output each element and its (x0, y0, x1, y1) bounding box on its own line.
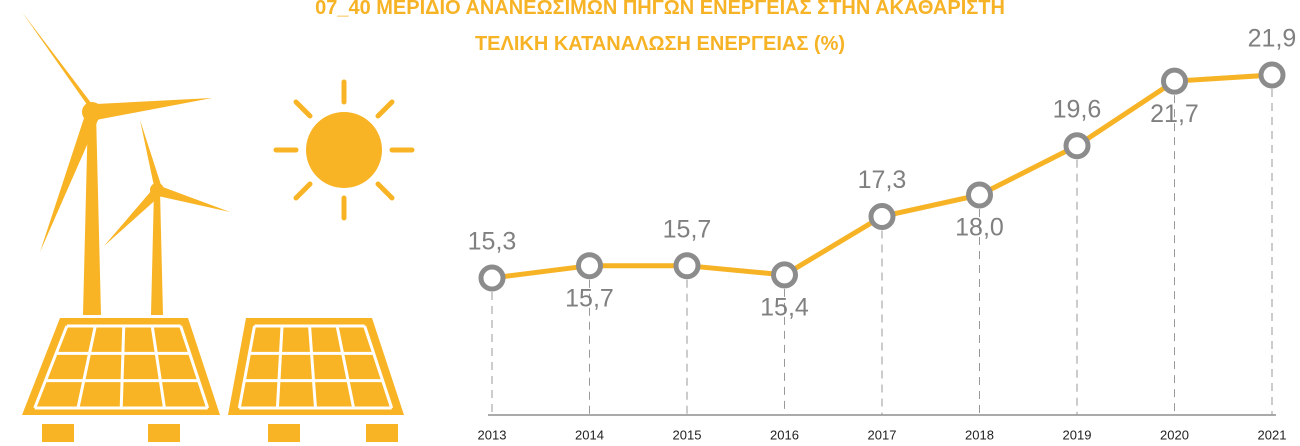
value-label: 21,7 (1150, 100, 1199, 128)
marker (868, 202, 896, 230)
grid-line (179, 325, 210, 409)
x-tick-label: 2013 (478, 427, 507, 442)
value-label: 19,6 (1053, 95, 1102, 123)
blade (158, 186, 230, 212)
x-tick-label: 2014 (575, 427, 604, 442)
panel-leg (366, 424, 398, 442)
wind-tower (151, 190, 163, 315)
panel-leg (148, 424, 180, 442)
marker (1258, 61, 1286, 89)
illustration (22, 12, 415, 442)
value-label: 15,3 (468, 228, 517, 256)
marker (771, 261, 798, 289)
grid-line (237, 325, 256, 409)
value-label: 18,0 (955, 214, 1004, 242)
grid-line (119, 325, 126, 409)
solar-panel (228, 318, 404, 415)
hub (150, 183, 164, 197)
x-tick-label: 2018 (965, 427, 994, 442)
chart-title: 07_40 ΜΕΡΙΔΙΟ ΑΝΑΝΕΩΣΙΜΩΝ ΠΗΓΩΝ ΕΝΕΡΓΕΙΑ… (315, 0, 1005, 19)
value-label: 15,7 (565, 284, 614, 312)
blade (96, 98, 212, 120)
grid-line (308, 325, 317, 409)
marker (966, 181, 993, 209)
marker (1063, 132, 1091, 160)
marker (576, 252, 603, 280)
wind-tower (83, 112, 101, 315)
value-label: 17,3 (858, 166, 907, 194)
marker (673, 252, 701, 280)
blade (22, 12, 98, 112)
chart-title: ΤΕΛΙΚΗ ΚΑΤΑΝΑΛΩΣΗ ΕΝΕΡΓΕΙΑΣ (%) (475, 33, 845, 55)
panel-grid (33, 324, 394, 410)
marker (1161, 67, 1188, 95)
sun (306, 112, 382, 188)
grid-line (76, 325, 97, 409)
marker (478, 264, 506, 292)
x-tick-label: 2019 (1063, 427, 1092, 442)
blade (40, 112, 98, 252)
hub (82, 102, 102, 122)
panel-leg (268, 424, 300, 442)
blade (140, 120, 162, 188)
value-label: 15,7 (663, 215, 712, 243)
grid-line (363, 325, 394, 409)
blade (104, 190, 160, 246)
panel-leg (42, 424, 74, 442)
sun-rays (273, 79, 415, 221)
grid-line (150, 325, 166, 409)
x-tick-label: 2015 (673, 427, 702, 442)
grid-line (275, 325, 284, 409)
value-label: 21,9 (1248, 25, 1297, 53)
grid-line (33, 325, 69, 409)
x-tick-label: 2016 (770, 427, 799, 442)
x-tick-label: 2020 (1160, 427, 1189, 442)
x-tick-label: 2017 (868, 427, 897, 442)
value-label: 15,4 (760, 294, 809, 322)
grid-line (335, 325, 356, 409)
x-tick-label: 2021 (1258, 427, 1287, 442)
